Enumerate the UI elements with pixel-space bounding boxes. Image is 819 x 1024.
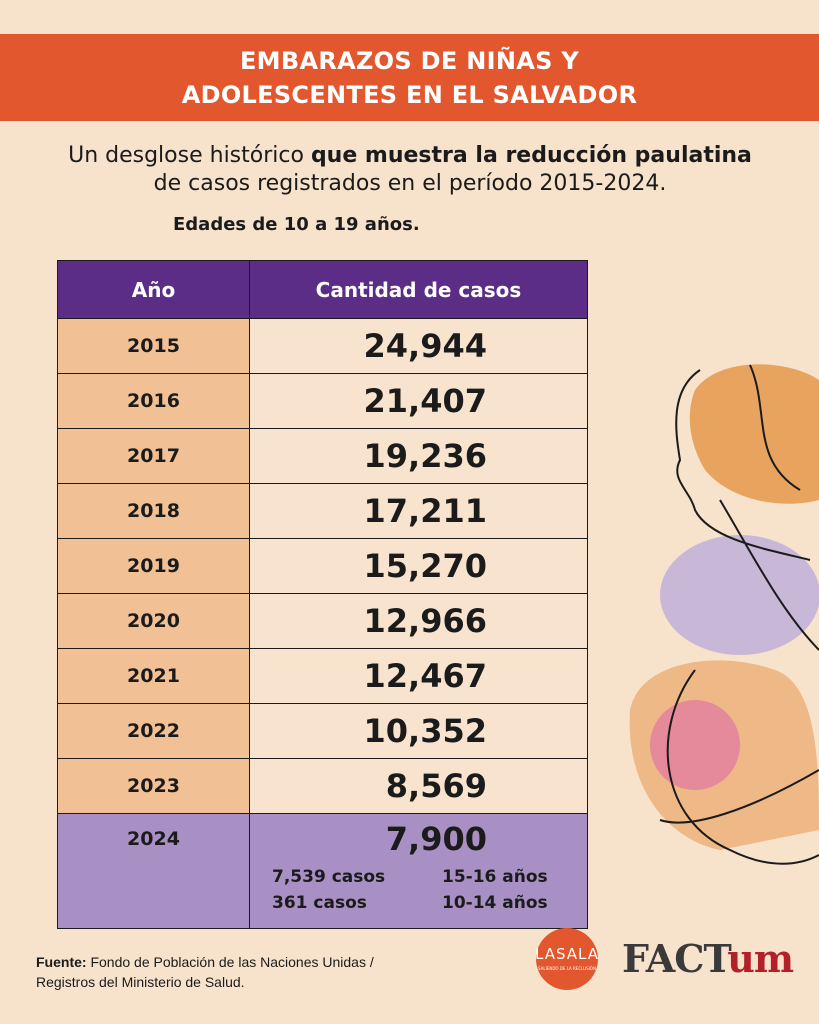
year-cell: 2015 xyxy=(57,318,250,374)
lasala-logo-subtext: SALIENDO DE LA RECLUSIÓN xyxy=(538,966,596,971)
subtitle-part-2: de casos registrados en el período 2015-… xyxy=(153,171,667,196)
lasala-logo: LASALA SALIENDO DE LA RECLUSIÓN xyxy=(535,928,599,990)
year-cell: 2023 xyxy=(57,758,250,814)
breakdown-count-1: 7,539 casos xyxy=(272,867,386,887)
table-row-2015: 2015 24,944 xyxy=(57,318,588,374)
table-row-2023: 2023 8,569 xyxy=(57,758,588,814)
breakdown-count-2: 361 casos xyxy=(272,893,367,913)
table-row-2024: 2024 7,900 7,539 casos 15-16 años 361 ca… xyxy=(57,813,588,929)
cases-table: Año Cantidad de casos 2015 24,944 2016 21,4… xyxy=(57,260,588,929)
year-cell: 2016 xyxy=(57,373,250,429)
title-line-1: EMBARAZOS DE NIÑAS Y xyxy=(239,46,579,75)
breakdown-range-1: 15-16 años xyxy=(442,867,548,887)
year-cell: 2019 xyxy=(57,538,250,594)
year-cell: 2018 xyxy=(57,483,250,539)
cases-breakdown: 7,539 casos 15-16 años 361 casos 10-14 a… xyxy=(272,864,587,916)
cases-cell: 19,236 xyxy=(249,428,588,484)
year-cell: 2021 xyxy=(57,648,250,704)
cases-total: 7,900 xyxy=(385,820,487,858)
cases-cell: 15,270 xyxy=(249,538,588,594)
subtitle-bold: que muestra la reducción paulatina xyxy=(310,143,752,168)
subtitle: Un desglose histórico que muestra la red… xyxy=(60,142,760,198)
column-header-year: Año xyxy=(57,260,250,319)
source-text: Fondo de Población de las Naciones Unida… xyxy=(86,954,374,970)
table-row-2022: 2022 10,352 xyxy=(57,703,588,759)
cases-cell: 24,944 xyxy=(249,318,588,374)
source-footer: Fuente: Fondo de Población de las Nacion… xyxy=(36,952,374,992)
year-cell: 2024 xyxy=(57,813,250,929)
subtitle-part-1: Un desglose histórico xyxy=(68,143,311,168)
source-label: Fuente: xyxy=(36,954,87,970)
table-row-2016: 2016 21,407 xyxy=(57,373,588,429)
title-line-2: ADOLESCENTES EN EL SALVADOR xyxy=(181,80,638,109)
cases-cell: 17,211 xyxy=(249,483,588,539)
table-row-2017: 2017 19,236 xyxy=(57,428,588,484)
ages-label: Edades de 10 a 19 años. xyxy=(173,214,420,235)
cases-cell: 21,407 xyxy=(249,373,588,429)
year-cell: 2022 xyxy=(57,703,250,759)
cases-cell: 12,467 xyxy=(249,648,588,704)
title-banner: EMBARAZOS DE NIÑAS Y ADOLESCENTES EN EL … xyxy=(0,34,819,121)
pregnant-woman-illustration xyxy=(629,364,819,865)
cases-cell: 10,352 xyxy=(249,703,588,759)
breakdown-range-2: 10-14 años xyxy=(442,893,548,913)
year-cell: 2017 xyxy=(57,428,250,484)
factum-logo-part-1: FACT xyxy=(622,936,728,981)
table-row-2019: 2019 15,270 xyxy=(57,538,588,594)
year-cell: 2020 xyxy=(57,593,250,649)
column-header-cases: Cantidad de casos xyxy=(249,260,588,319)
table-row-2021: 2021 12,467 xyxy=(57,648,588,704)
source-text-2: Registros del Ministerio de Salud. xyxy=(36,974,245,990)
table-header-row: Año Cantidad de casos xyxy=(57,260,588,319)
table-row-2020: 2020 12,966 xyxy=(57,593,588,649)
factum-logo: FACTum xyxy=(622,936,794,981)
table-row-2018: 2018 17,211 xyxy=(57,483,588,539)
cases-cell: 12,966 xyxy=(249,593,588,649)
cases-cell: 8,569 xyxy=(249,758,588,814)
lasala-logo-text: LASALA xyxy=(535,945,599,963)
cases-cell: 7,900 7,539 casos 15-16 años 361 casos 1… xyxy=(249,813,588,929)
factum-logo-part-2: um xyxy=(727,936,794,981)
